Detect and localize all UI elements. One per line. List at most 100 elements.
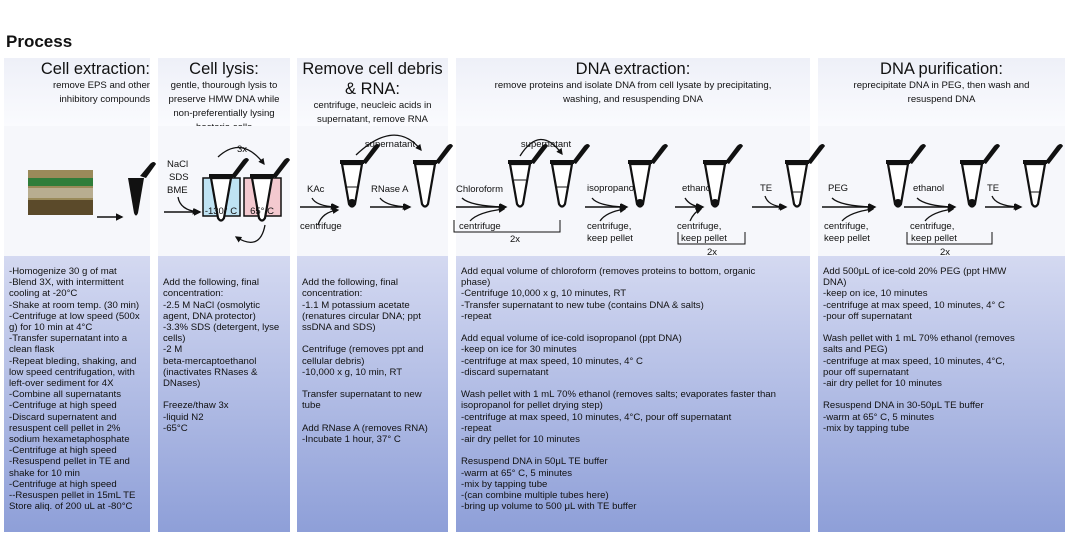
curved-arrow — [599, 206, 627, 222]
pellet — [711, 199, 719, 207]
label-keep_pellet: keep pellet — [587, 233, 633, 244]
protocol-line: -Centrifuge at high speed — [9, 400, 117, 412]
curved-arrow — [764, 195, 786, 210]
column-3: Remove cell debris & RNA: centrifuge, neuc… — [297, 58, 448, 532]
tube-icon — [958, 142, 1002, 208]
label-centrifuge_c: centrifuge, — [677, 221, 721, 232]
protocol-line: -bring up volume to 500 μL with TE buffe… — [461, 501, 637, 513]
protocol-line: Transfer supernatant to new — [302, 389, 422, 401]
tube-icon — [626, 142, 670, 208]
protocol-line: -liquid N2 — [163, 411, 204, 423]
curved-arrow — [217, 147, 265, 166]
protocol-line: -mix by tapping tube — [823, 422, 910, 434]
tube-icon — [884, 142, 928, 208]
column-header: DNA extraction: remove proteins and isola… — [456, 58, 810, 126]
protocol-line: -centrifuge at max speed, 10 minutes, 4°… — [823, 355, 1005, 367]
protocol-line: -keep on ice, 10 minutes — [823, 288, 928, 300]
protocol-line: -discard supernatant — [461, 366, 549, 378]
protocol-line: sodium hexametaphosphate — [9, 434, 130, 446]
label-peg: PEG — [828, 183, 848, 194]
label-centrifuge_c: centrifuge, — [587, 221, 631, 232]
label-keep_pellet: keep pellet — [911, 233, 957, 244]
protocol-line: -warm at 65° C, 5 minutes — [823, 411, 935, 423]
protocol-line: -(can combine multiple tubes here) — [461, 490, 609, 502]
protocol-line: -Blend 3X, with intermittent — [9, 277, 124, 289]
diagram-area — [818, 126, 1065, 256]
label-keep_pellet: keep pellet — [824, 233, 870, 244]
column-subtitle: centrifuge, neucleic acids in — [313, 100, 432, 111]
column-subtitle: gentle, thourough lysis to — [170, 80, 278, 91]
protocol-line: --Resuspen pellet in 15mL TE — [9, 490, 136, 502]
column-header: Cell extraction: remove EPS and other inhi… — [4, 58, 150, 126]
protocol-line: DNases) — [163, 378, 201, 390]
column-subtitle: resuspend DNA — [907, 94, 976, 105]
protocol-line: cellular debris) — [302, 355, 365, 367]
curved-arrow — [379, 197, 410, 211]
repeat-bracket — [453, 220, 561, 233]
curved-arrow — [317, 207, 340, 226]
protocol-line: phase) — [461, 277, 491, 289]
label-kac: KAc — [307, 184, 325, 195]
label-supernatant: supernatant — [365, 139, 416, 150]
mat-layer — [28, 188, 93, 198]
protocol-line: isopropanol for pellet drying step) — [461, 400, 603, 412]
column-header: DNA purification: reprecipitate DNA in PE… — [818, 58, 1065, 126]
protocol-line: -Discard supernatent and — [9, 411, 117, 423]
protocol-line: -centrifuge at max speed, 10 minutes, 4°… — [823, 299, 1005, 311]
column-header: Remove cell debris & RNA: centrifuge, neuc… — [297, 58, 448, 126]
column-subtitle: preserve HMW DNA while — [168, 94, 280, 105]
label-isopropanol: isopropanol — [587, 183, 636, 194]
protocol-line: -Centrifuge at low speed (500x — [9, 310, 140, 322]
protocol-line: -Transfer supernatant into a — [9, 333, 128, 345]
tube-icon — [783, 142, 827, 208]
label-two_x: 2x — [940, 247, 950, 258]
tube-icon — [548, 142, 592, 208]
column-title: Remove cell debris — [302, 60, 443, 78]
protocol-text: Add the following, final concentration: -2… — [158, 256, 290, 532]
repeat-bracket — [677, 232, 746, 245]
protocol-line: -air dry pellet for 10 minutes — [461, 434, 580, 446]
protocol-line: ssDNA and SDS) — [302, 322, 376, 333]
label-chloroform: Chloroform — [456, 184, 503, 195]
label-ethanol: ethanol — [682, 183, 713, 194]
protocol-line: -Centrifuge 10,000 x g, 10 minutes, RT — [461, 288, 627, 300]
pellet — [348, 199, 356, 207]
column-title-2: & RNA: — [344, 80, 400, 98]
label-rnase: RNase A — [371, 184, 409, 195]
tube-icon — [128, 178, 144, 216]
mat-layer — [28, 200, 93, 215]
protocol-line: -Homogenize 30 g of mat — [9, 266, 117, 277]
label-two_x: 2x — [707, 247, 717, 258]
protocol-line: -2.5 M NaCl (osmolytic — [163, 299, 261, 311]
label-centrifuge_c: centrifuge, — [910, 221, 954, 232]
protocol-line: -Centrifuge at high speed — [9, 445, 117, 457]
page-title: Process — [6, 32, 73, 51]
curved-arrow — [469, 206, 506, 222]
protocol-line: concentration: — [163, 288, 224, 300]
column-subtitle: non-preferentially lysing — [173, 108, 275, 119]
label-bme: BME — [167, 185, 188, 196]
protocol-line: low speed centrifugation, with — [9, 366, 135, 378]
label-nacl: NaCl — [167, 159, 188, 170]
protocol-line: -mix by tapping tube — [461, 478, 548, 490]
column-subtitle: washing, and resuspending DNA — [563, 94, 703, 105]
protocol-line: Add the following, final — [302, 277, 398, 289]
protocol-line: Resuspend DNA in 50μL TE buffer — [461, 456, 608, 468]
protocol-line: g) for 10 min at 4°C — [9, 322, 93, 334]
curved-arrow — [591, 197, 627, 211]
protocol-line: Add 500μL of ice-cold 20% PEG (ppt HMW — [823, 266, 1007, 277]
protocol-line: (inactivates RNases & — [163, 366, 258, 378]
protocol-text: Add 500μL of ice-cold 20% PEG (ppt HMW DN… — [818, 256, 1065, 532]
label-keep_pellet: keep pellet — [681, 233, 727, 244]
pellet — [968, 199, 976, 207]
protocol-line: DNA) — [823, 277, 847, 289]
protocol-line: Wash pellet with 1 mL 70% ethanol (remov… — [461, 389, 776, 401]
protocol-line: Store aliq. of 200 uL at -80°C — [9, 501, 133, 513]
label-three_x: 3x — [237, 144, 247, 155]
protocol-line: -65°C — [163, 422, 188, 434]
protocol-line: (renatures circular DNA; ppt — [302, 310, 421, 322]
tube-icon — [1021, 142, 1065, 208]
column-title: DNA purification: — [880, 60, 1003, 78]
label-te: TE — [760, 183, 772, 194]
